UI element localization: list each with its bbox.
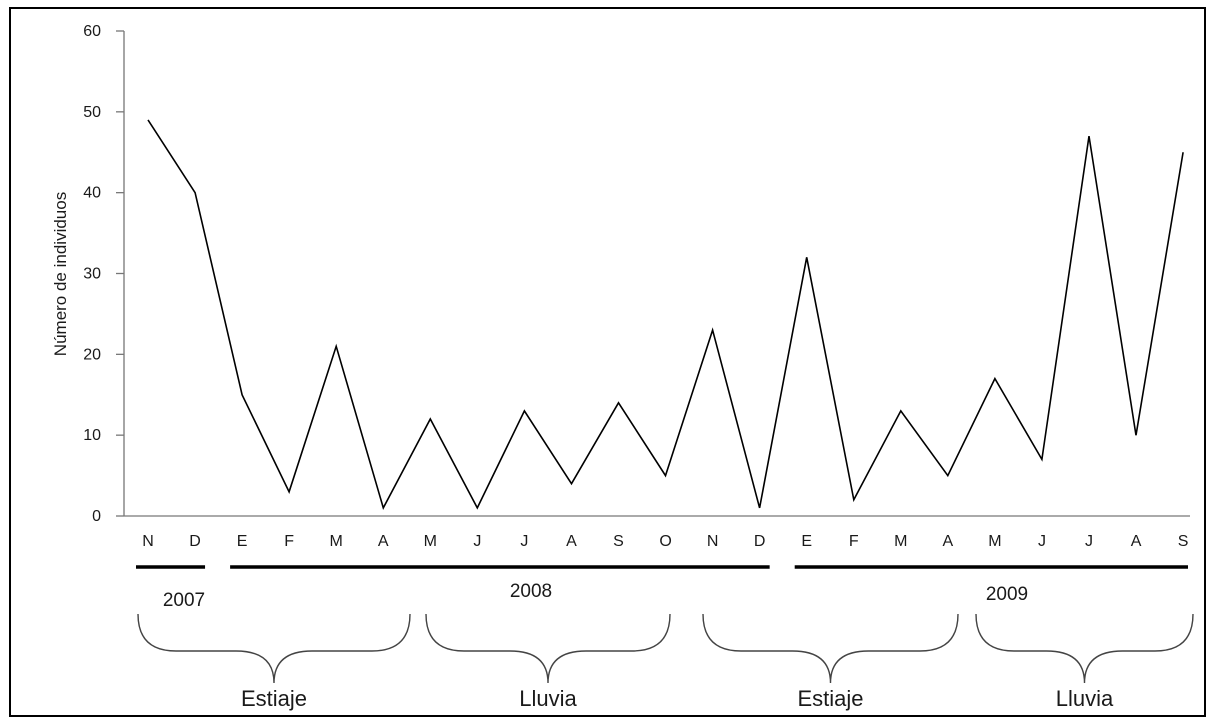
y-tick-label: 40 [83, 185, 101, 202]
x-tick-label: A [943, 533, 954, 550]
season-label: Lluvia [1056, 686, 1114, 711]
year-label: 2009 [986, 584, 1028, 605]
y-tick-label: 60 [83, 23, 101, 40]
season-label: Lluvia [519, 686, 577, 711]
x-tick-label: M [894, 533, 907, 550]
x-tick-label: M [424, 533, 437, 550]
series-line-group [147, 119, 1184, 511]
x-tick-label: M [988, 533, 1001, 550]
y-tick-label: 50 [83, 104, 101, 121]
season-label: Estiaje [797, 686, 863, 711]
year-label: 2007 [163, 590, 205, 611]
x-tick-label: J [1085, 533, 1093, 550]
y-tick-label: 10 [83, 427, 101, 444]
y-ticks: 0 10 20 30 40 50 60 [83, 23, 124, 525]
year-label: 2008 [510, 581, 552, 602]
x-tick-label: J [520, 533, 528, 550]
y-tick-label: 0 [92, 508, 101, 525]
x-tick-label: A [1131, 533, 1142, 550]
x-tick-label: O [659, 533, 671, 550]
y-axis-label: Número de individuos [51, 192, 70, 356]
x-tick-label: F [849, 533, 859, 550]
season-label: Estiaje [241, 686, 307, 711]
x-tick-label: J [1038, 533, 1046, 550]
season-brace [975, 613, 1194, 684]
axes [123, 31, 1190, 517]
season-brace [702, 613, 959, 684]
x-tick-label: S [613, 533, 624, 550]
season-brace [425, 613, 671, 684]
x-tick-label: D [189, 533, 201, 550]
x-tick-label: J [473, 533, 481, 550]
series-line [147, 119, 1184, 511]
y-tick-label: 30 [83, 266, 101, 283]
x-tick-label: E [237, 533, 248, 550]
figure-frame [9, 7, 1206, 717]
season-braces: Estiaje Lluvia Estiaje Lluvia [137, 613, 1194, 711]
x-tick-label: M [330, 533, 343, 550]
season-brace [137, 613, 411, 684]
y-tick-label: 20 [83, 346, 101, 363]
year-bands: 2007 2008 2009 [136, 565, 1188, 611]
x-tick-label: E [801, 533, 812, 550]
x-tick-label: D [754, 533, 766, 550]
x-tick-label: N [142, 533, 154, 550]
x-tick-label: S [1178, 533, 1189, 550]
x-tick-label: A [566, 533, 577, 550]
x-tick-label: N [707, 533, 719, 550]
x-tick-label: F [284, 533, 294, 550]
x-tick-label: A [378, 533, 389, 550]
